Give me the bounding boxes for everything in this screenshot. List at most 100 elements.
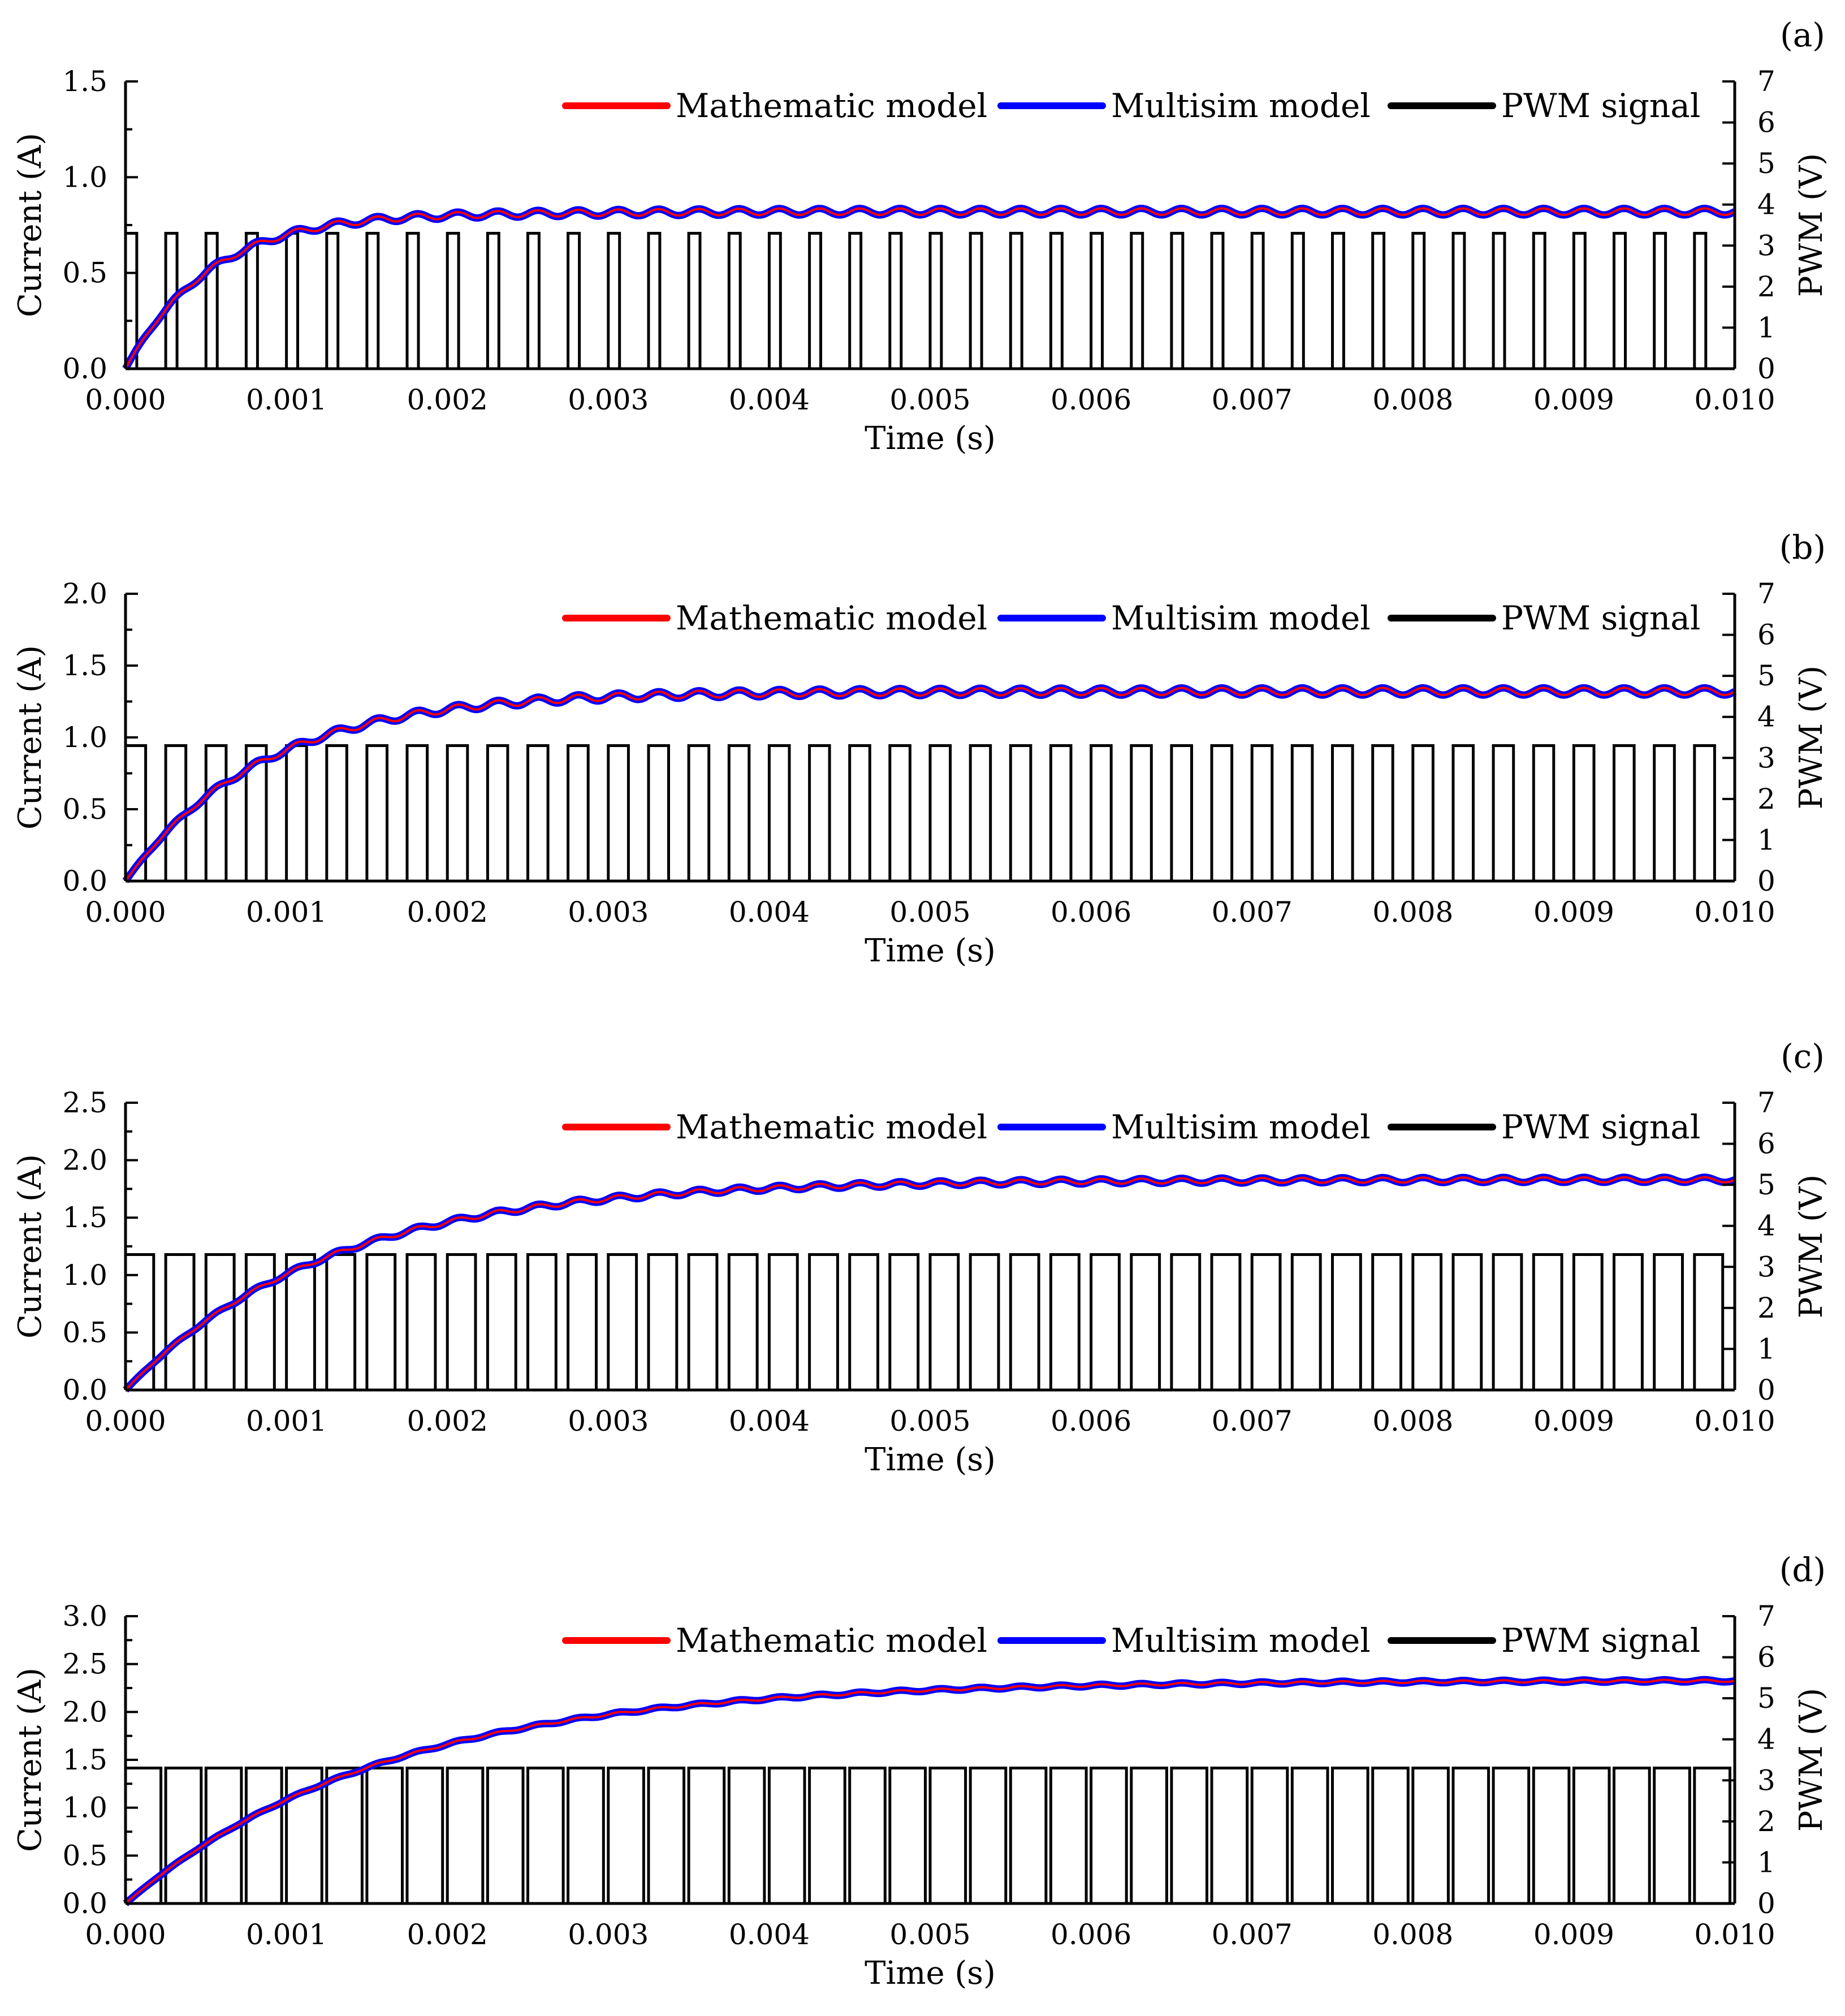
pwm-signal-line [124, 1253, 1725, 1390]
legend-mathematic-model: Mathematic model [562, 1621, 987, 1660]
y-left-tick-label: 1.5 [62, 65, 107, 98]
x-tick-label: 0.009 [1533, 383, 1614, 416]
y-right-tick-label: 3 [1757, 1764, 1775, 1797]
legend-label: PWM signal [1501, 1108, 1700, 1146]
y-right-tick-label: 6 [1757, 619, 1775, 651]
x-tick-label: 0.002 [407, 383, 488, 416]
x-tick-label: 0.005 [889, 1918, 970, 1951]
x-tick-label: 0.001 [246, 1405, 327, 1437]
panel-label: (b) [1779, 528, 1826, 567]
pwm-signal-line [124, 744, 1716, 881]
x-tick-label: 0.005 [889, 896, 970, 929]
legend-label: Mathematic model [676, 1621, 987, 1660]
x-tick-label: 0.001 [246, 896, 327, 929]
y-left-tick-label: 1.0 [62, 1259, 107, 1292]
x-tick-label: 0.006 [1051, 1918, 1131, 1951]
y-right-tick-label: 1 [1757, 311, 1775, 344]
y-left-tick-label: 0.5 [62, 793, 107, 826]
y-right-tick-label: 5 [1757, 659, 1775, 692]
x-tick-label: 0.008 [1372, 1405, 1453, 1437]
legend-label: Mathematic model [676, 87, 987, 125]
x-tick-label: 0.009 [1533, 896, 1614, 929]
y-right-axis-label: PWM (V) [1793, 1688, 1830, 1832]
x-tick-label: 0.008 [1372, 896, 1453, 929]
x-tick-label: 0.006 [1051, 383, 1131, 416]
panel-label: (c) [1781, 1037, 1825, 1076]
y-left-tick-label: 1.0 [62, 1791, 107, 1824]
legend-pwm-signal: PWM signal [1388, 87, 1700, 125]
y-left-tick-label: 2.0 [62, 577, 107, 610]
x-tick-label: 0.010 [1694, 383, 1775, 416]
legend-mathematic-model: Mathematic model [562, 599, 987, 637]
x-tick-label: 0.010 [1694, 1405, 1775, 1437]
y-left-tick-label: 1.5 [62, 1743, 107, 1776]
y-right-tick-label: 3 [1757, 741, 1775, 774]
x-tick-label: 0.007 [1212, 383, 1293, 416]
y-right-tick-label: 3 [1757, 229, 1775, 262]
y-left-tick-label: 1.0 [62, 721, 107, 754]
y-right-tick-label: 2 [1757, 1805, 1775, 1838]
x-axis-label: Time (s) [865, 933, 996, 969]
legend-multisim-model: Multisim model [997, 1621, 1371, 1660]
x-tick-label: 0.009 [1533, 1918, 1614, 1951]
x-tick-label: 0.000 [85, 1405, 166, 1437]
y-right-tick-label: 6 [1757, 106, 1775, 139]
y-right-tick-label: 6 [1757, 1128, 1775, 1160]
x-tick-label: 0.007 [1212, 1405, 1293, 1437]
y-right-tick-label: 4 [1757, 188, 1775, 221]
y-left-tick-label: 2.0 [62, 1695, 107, 1728]
mathematic-model-line [124, 1176, 1735, 1391]
y-left-tick-label: 0.0 [62, 1374, 107, 1406]
y-right-tick-label: 6 [1757, 1641, 1775, 1674]
pwm-signal-line [124, 1767, 1731, 1903]
y-left-tick-label: 0.0 [62, 352, 107, 385]
chart-panel-a: 0.000 0.001 0.002 0.003 0.004 0.005 0.006 0.007… [12, 16, 1830, 457]
panel-label: (a) [1780, 16, 1825, 54]
y-right-tick-label: 0 [1757, 352, 1775, 385]
legend-label: PWM signal [1501, 1621, 1700, 1660]
x-tick-label: 0.001 [246, 1918, 327, 1951]
y-left-tick-label: 1.0 [62, 161, 107, 193]
y-right-tick-label: 0 [1757, 1374, 1775, 1406]
x-tick-label: 0.004 [729, 1405, 810, 1437]
legend-label: Multisim model [1111, 87, 1371, 125]
y-right-tick-label: 0 [1757, 865, 1775, 897]
x-tick-label: 0.004 [729, 1918, 810, 1951]
y-left-tick-label: 0.5 [62, 257, 107, 290]
legend-label: Multisim model [1111, 599, 1371, 637]
y-left-tick-label: 0.0 [62, 1887, 107, 1920]
legend-multisim-model: Multisim model [997, 87, 1371, 125]
y-right-tick-label: 7 [1757, 1600, 1775, 1633]
x-tick-label: 0.007 [1212, 896, 1293, 929]
chart-panel-d: 0.000 0.001 0.002 0.003 0.004 0.005 0.006 0.007… [12, 1551, 1830, 1992]
y-right-tick-label: 3 [1757, 1250, 1775, 1283]
x-tick-label: 0.005 [889, 383, 970, 416]
legend-mathematic-model: Mathematic model [562, 87, 987, 125]
legend-label: PWM signal [1501, 87, 1700, 125]
y-right-axis-label: PWM (V) [1793, 1175, 1830, 1319]
mathematic-model-line [124, 687, 1736, 882]
y-right-tick-label: 7 [1757, 577, 1775, 610]
x-tick-label: 0.005 [889, 1405, 970, 1437]
x-tick-label: 0.010 [1694, 1918, 1775, 1951]
x-tick-label: 0.006 [1051, 896, 1131, 929]
legend-mathematic-model: Mathematic model [562, 1108, 987, 1146]
y-left-tick-label: 2.5 [62, 1648, 107, 1681]
legend-pwm-signal: PWM signal [1388, 1621, 1700, 1660]
y-left-tick-label: 2.5 [62, 1086, 107, 1119]
x-axis-label: Time (s) [865, 420, 996, 457]
mathematic-model-line [124, 207, 1735, 369]
y-right-tick-label: 5 [1757, 1682, 1775, 1715]
y-right-tick-label: 2 [1757, 270, 1775, 303]
x-tick-label: 0.010 [1694, 896, 1775, 929]
y-right-tick-label: 5 [1757, 147, 1775, 180]
y-left-axis-label: Current (A) [12, 133, 49, 317]
y-right-tick-label: 2 [1757, 1292, 1775, 1324]
x-tick-label: 0.000 [85, 383, 166, 416]
y-right-tick-label: 5 [1757, 1168, 1775, 1201]
y-left-tick-label: 0.5 [62, 1316, 107, 1349]
mathematic-model-line [124, 1678, 1735, 1905]
y-left-tick-label: 1.5 [62, 649, 107, 682]
y-right-tick-label: 1 [1757, 1846, 1775, 1879]
